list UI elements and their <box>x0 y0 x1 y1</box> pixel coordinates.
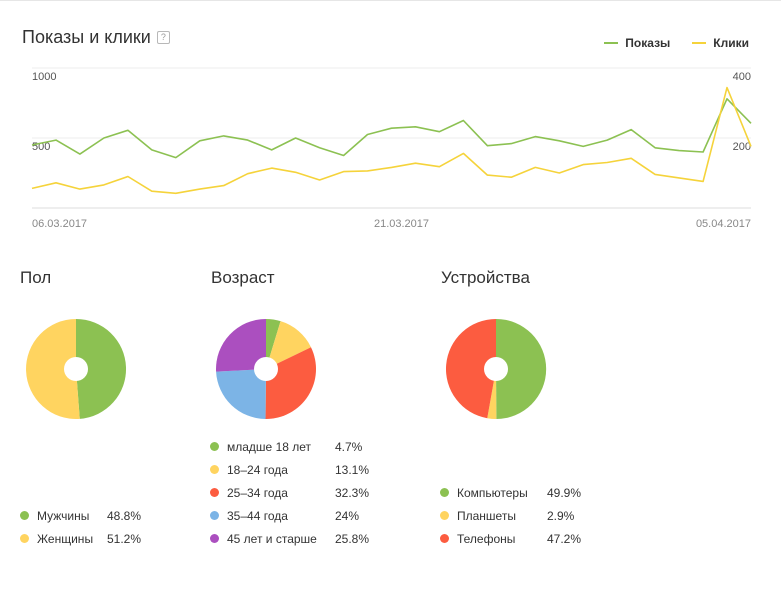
legend-dot <box>210 488 219 497</box>
pie-chart-devices <box>445 318 547 420</box>
pie-legend-row-gender[interactable]: Мужчины 48.8% <box>20 504 141 527</box>
pie-legend-row-age[interactable]: младше 18 лет 4.7% <box>210 435 369 458</box>
legend-swatch-impressions <box>604 42 619 44</box>
pie-center-hole <box>254 357 278 381</box>
legend-dot <box>20 511 29 520</box>
y-axis-right-tick-label: 200 <box>733 141 751 153</box>
pie-slice-devices-2[interactable] <box>445 319 496 419</box>
pie-slice-age-4[interactable] <box>216 319 266 372</box>
pie-legend-row-age[interactable]: 45 лет и старше 25.8% <box>210 527 369 550</box>
legend-dot <box>440 534 449 543</box>
legend-swatch-clicks <box>692 42 707 44</box>
legend-label: 25–34 года <box>227 485 288 500</box>
legend-label: Планшеты <box>457 508 516 523</box>
legend-label: 18–24 года <box>227 462 288 477</box>
pie-legend-row-devices[interactable]: Планшеты 2.9% <box>440 504 581 527</box>
pie-legend-row-age[interactable]: 18–24 года 13.1% <box>210 458 369 481</box>
legend-label: Женщины <box>37 531 94 546</box>
pie-legend-row-gender[interactable]: Женщины 51.2% <box>20 527 141 550</box>
legend-dot <box>210 465 219 474</box>
series-line-clicks <box>31 86 752 195</box>
legend-dot <box>210 534 219 543</box>
section-title-devices: Устройства <box>441 268 530 287</box>
section-title-gender: Пол <box>20 268 52 287</box>
chart-header: Показы и клики ? <box>22 27 170 48</box>
top-border <box>0 0 781 1</box>
legend-dot <box>20 534 29 543</box>
legend-value: 4.7% <box>335 439 363 454</box>
legend-label-clicks: Клики <box>713 36 749 50</box>
x-axis-tick-label: 21.03.2017 <box>374 218 429 230</box>
legend-item-impressions[interactable]: Показы <box>604 36 670 50</box>
x-axis-tick-label: 06.03.2017 <box>32 218 87 230</box>
pie-slice-gender-1[interactable] <box>26 319 80 419</box>
pie-slice-devices-1[interactable] <box>487 369 497 420</box>
pie-legend-age: младше 18 лет 4.7% 18–24 года 13.1% 25–34 го… <box>210 435 369 550</box>
pie-slice-age-2[interactable] <box>265 347 316 420</box>
pie-legend-gender: Мужчины 48.8% Женщины 51.2% <box>20 504 141 550</box>
legend-label: младше 18 лет <box>227 439 312 454</box>
legend-value: 49.9% <box>547 485 582 500</box>
series-line-impressions <box>31 97 752 159</box>
legend-dot <box>210 511 219 520</box>
pie-chart-age <box>216 319 316 420</box>
pie-slice-age-1[interactable] <box>266 321 311 369</box>
legend-dot <box>440 488 449 497</box>
pie-center-hole <box>64 357 88 381</box>
legend-value: 51.2% <box>107 531 142 546</box>
pie-legend-row-age[interactable]: 25–34 года 32.3% <box>210 481 369 504</box>
pie-legend-row-devices[interactable]: Компьютеры 49.9% <box>440 481 581 504</box>
pie-slice-gender-0[interactable] <box>76 319 127 419</box>
y-axis-right-tick-label: 400 <box>733 71 751 83</box>
pie-center-hole <box>484 357 508 381</box>
legend-dot <box>440 511 449 520</box>
legend-item-clicks[interactable]: Клики <box>692 36 749 50</box>
legend-value: 32.3% <box>335 485 370 500</box>
pie-chart-gender <box>26 319 127 419</box>
x-axis-tick-label: 05.04.2017 <box>696 218 751 230</box>
chart-legend: Показы Клики <box>604 36 749 50</box>
legend-label: 35–44 года <box>227 508 288 523</box>
legend-value: 25.8% <box>335 531 370 546</box>
section-title-age: Возраст <box>211 268 275 287</box>
y-axis-left-tick-label: 1000 <box>32 71 56 83</box>
legend-value: 2.9% <box>547 508 575 523</box>
legend-label: 45 лет и старше <box>227 531 317 546</box>
legend-dot <box>210 442 219 451</box>
legend-value: 24% <box>335 508 360 523</box>
pie-slice-devices-0[interactable] <box>496 318 547 419</box>
help-icon[interactable]: ? <box>156 31 170 44</box>
legend-label-impressions: Показы <box>625 36 671 50</box>
legend-label: Телефоны <box>457 531 516 546</box>
pie-slice-age-3[interactable] <box>216 369 266 419</box>
legend-value: 13.1% <box>335 462 370 477</box>
pie-legend-row-age[interactable]: 35–44 года 24% <box>210 504 369 527</box>
pie-legend-row-devices[interactable]: Телефоны 47.2% <box>440 527 581 550</box>
legend-label: Мужчины <box>37 508 90 523</box>
pie-slice-age-0[interactable] <box>266 319 281 369</box>
legend-value: 47.2% <box>547 531 582 546</box>
legend-label: Компьютеры <box>457 485 528 500</box>
legend-value: 48.8% <box>107 508 142 523</box>
pie-legend-devices: Компьютеры 49.9% Планшеты 2.9% Телефоны 47.2% <box>440 481 581 550</box>
chart-title: Показы и клики <box>22 27 151 47</box>
